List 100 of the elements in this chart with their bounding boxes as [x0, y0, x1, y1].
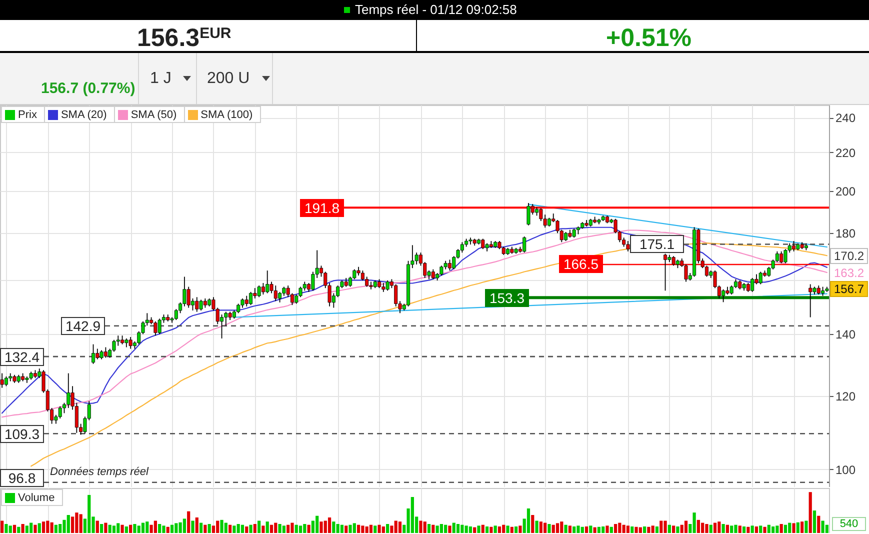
text: 156.7 (0.77%) [41, 80, 136, 97]
bar [294, 524, 298, 533]
bar [195, 517, 198, 533]
bar [166, 526, 170, 533]
text: +0.51% [606, 24, 692, 52]
bar [655, 526, 659, 533]
candlestick [154, 320, 158, 336]
y-tick-label: 120 [836, 390, 856, 404]
bar [498, 526, 502, 533]
bar [680, 524, 684, 533]
bar [718, 522, 721, 533]
bar [0, 520, 4, 533]
candlestick [672, 256, 676, 266]
bar [560, 522, 564, 533]
bar [303, 524, 306, 533]
bar [298, 526, 302, 533]
candlestick [365, 276, 369, 288]
candlestick [808, 284, 812, 318]
text: 156.3$^{EUR}$ [137, 24, 232, 52]
bar [356, 524, 360, 533]
candlestick [100, 350, 104, 360]
bar [124, 526, 128, 533]
bar [436, 526, 439, 533]
bar [25, 526, 28, 533]
bar [548, 524, 551, 533]
bar [780, 524, 783, 533]
candlestick [244, 295, 248, 307]
candlestick [236, 303, 240, 314]
ref-line-label: 132.4 [0, 348, 44, 366]
bar [423, 522, 426, 533]
bar [220, 520, 224, 533]
legend-label: Prix [18, 108, 37, 120]
bar [66, 515, 70, 533]
bar [282, 526, 286, 533]
bar [320, 522, 323, 533]
bar [8, 526, 12, 533]
bar [158, 524, 162, 533]
ref-line-label: 175.1 [630, 235, 684, 253]
ref-line-label: 153.3 [485, 289, 529, 307]
bar [361, 526, 364, 533]
bar [382, 526, 385, 533]
bar [50, 522, 54, 533]
bar [526, 508, 530, 533]
bar [701, 522, 704, 533]
bar [444, 524, 448, 533]
bar [290, 522, 294, 533]
bar [88, 494, 91, 533]
bar [709, 524, 712, 533]
bar [580, 526, 584, 533]
bar [713, 522, 717, 533]
text: 540 [832, 517, 866, 531]
bar [494, 526, 497, 533]
bar [108, 524, 112, 533]
bar [236, 524, 240, 533]
ref-line-label: 142.9 [61, 317, 105, 335]
bar [120, 524, 124, 533]
bar [46, 520, 50, 533]
candlestick [780, 250, 784, 264]
bar [42, 522, 46, 533]
ref-line-label: 166.5 [559, 255, 603, 273]
bar [722, 524, 725, 533]
bar [510, 526, 514, 533]
bar [808, 492, 812, 533]
bar [374, 526, 377, 533]
bar [759, 526, 762, 533]
bar [270, 524, 274, 533]
bar [419, 520, 422, 533]
bar [178, 522, 182, 533]
bar [696, 520, 700, 533]
bar [21, 524, 24, 533]
bar [34, 524, 37, 533]
text: 163.2 [830, 265, 868, 281]
bar [191, 520, 194, 533]
bar [552, 524, 555, 533]
bar [572, 526, 576, 533]
bar [274, 522, 278, 533]
bar [245, 526, 248, 533]
candlestick [104, 346, 108, 358]
bar [796, 522, 800, 533]
legend-label: SMA (20) [60, 108, 107, 120]
bar [676, 526, 680, 533]
y-tick-label: 180 [836, 226, 856, 241]
bar [208, 524, 211, 533]
bar [614, 524, 618, 533]
bar [324, 520, 327, 533]
bar [502, 524, 506, 533]
candlestick [664, 253, 668, 292]
bar [258, 520, 261, 533]
bar [137, 526, 140, 533]
bar [133, 524, 136, 533]
bar [398, 522, 402, 533]
ref-line-label: 96.8 [0, 469, 44, 487]
bar [825, 524, 828, 533]
bar [146, 522, 149, 533]
ref-line-label: 109.3 [0, 425, 44, 443]
bar [174, 523, 178, 533]
bar [800, 522, 804, 533]
bar [460, 524, 464, 533]
bar [784, 524, 788, 533]
candlestick [626, 240, 630, 252]
